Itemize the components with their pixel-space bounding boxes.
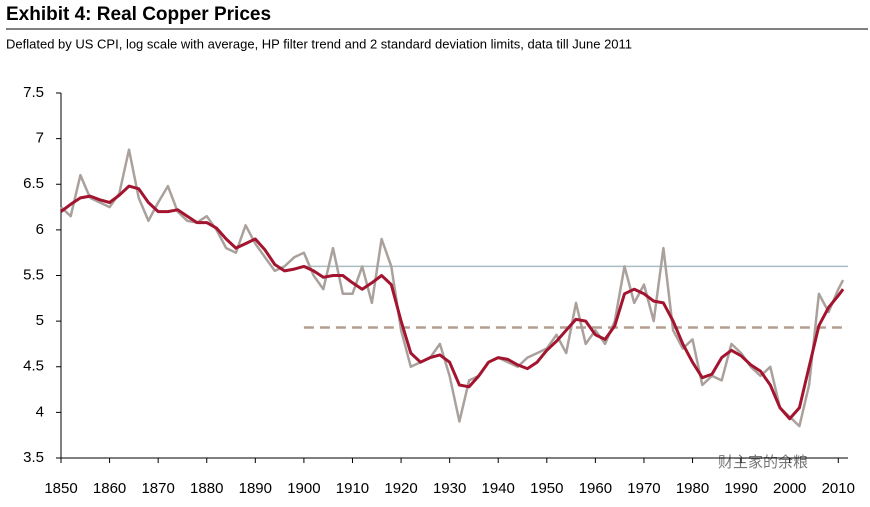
watermark: 财主家的余粮 [718, 453, 808, 471]
x-tick-label: 1970 [627, 480, 660, 497]
x-tick-label: 1890 [239, 480, 272, 497]
x-tick-label: 2010 [822, 480, 855, 497]
series-line [60, 184, 845, 421]
chart-title: Exhibit 4: Real Copper Prices [6, 4, 271, 25]
x-tick-label: 2000 [773, 480, 806, 497]
chart-subtitle: Deflated by US CPI, log scale with avera… [6, 36, 632, 51]
x-tick-label: 1990 [724, 480, 757, 497]
x-tick-label: 1850 [44, 480, 77, 497]
y-tick-label: 6 [36, 221, 44, 238]
y-tick-label: 7.5 [23, 84, 44, 101]
y-tick-label: 5.5 [23, 266, 44, 283]
y-tick-label: 4.5 [23, 358, 44, 375]
x-tick-label: 1860 [93, 480, 126, 497]
x-tick-label: 1980 [676, 480, 709, 497]
x-tick-label: 1880 [190, 480, 223, 497]
y-tick-label: 6.5 [23, 175, 44, 192]
y-tick-label: 4 [36, 403, 44, 420]
x-tick-label: 1910 [336, 480, 369, 497]
x-tick-label: 1950 [530, 480, 563, 497]
y-tick-label: 5 [36, 312, 44, 329]
x-tick-label: 1900 [287, 480, 320, 497]
x-tick-label: 1920 [384, 480, 417, 497]
x-tick-label: 1960 [579, 480, 612, 497]
y-tick-label: 7 [36, 130, 44, 147]
y-tick-label: 3.5 [23, 449, 44, 466]
x-tick-label: 1870 [141, 480, 174, 497]
series-line [60, 148, 845, 428]
x-tick-label: 1940 [482, 480, 515, 497]
x-tick-label: 1930 [433, 480, 466, 497]
